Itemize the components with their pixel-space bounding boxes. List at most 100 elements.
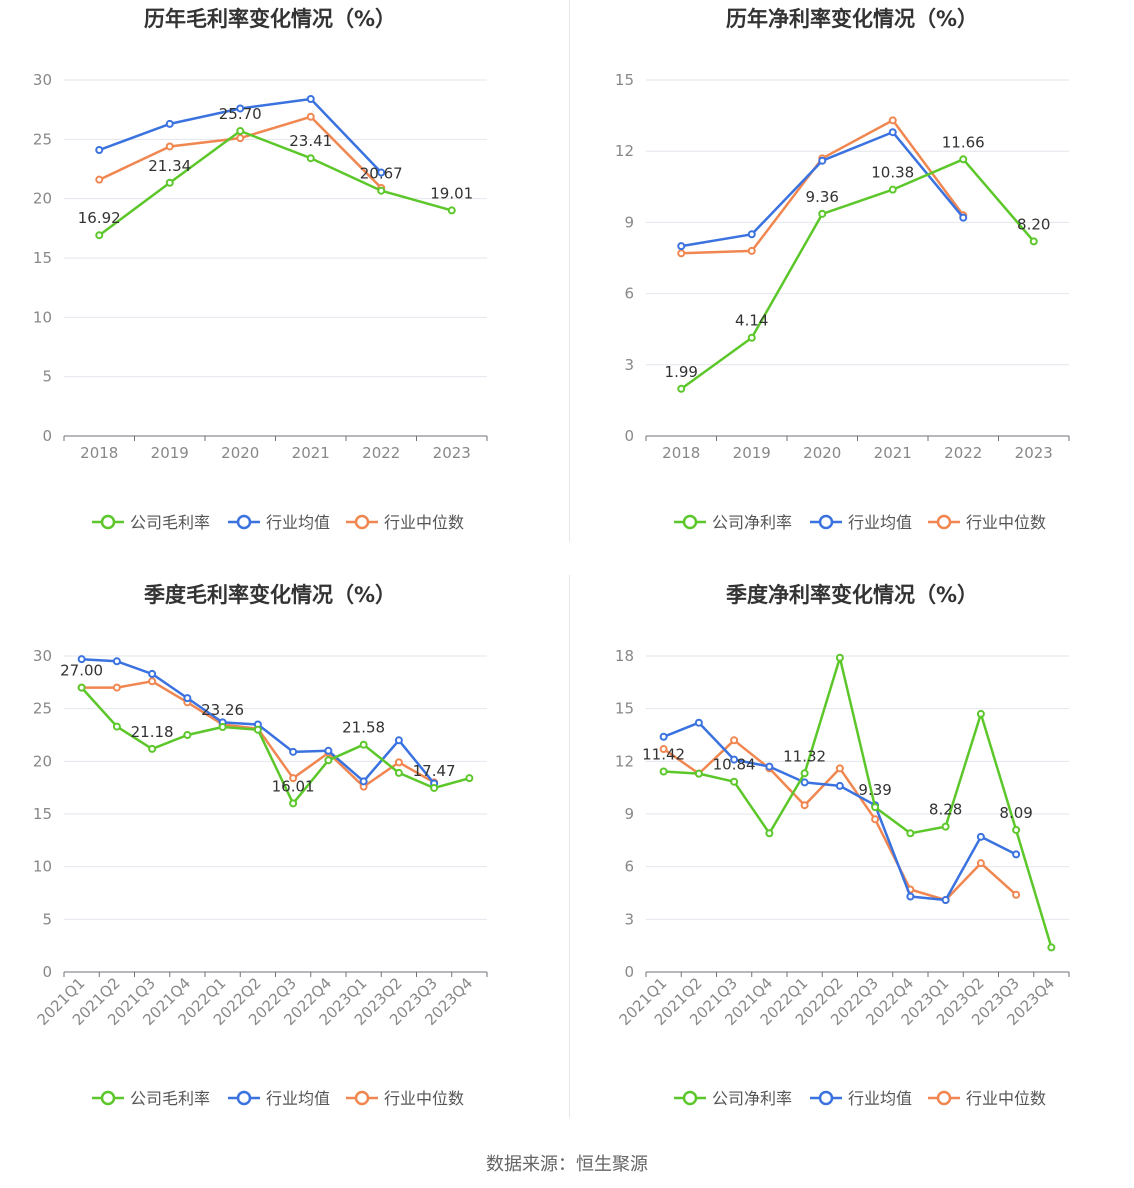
data-point	[236, 134, 245, 143]
y-tick-label: 12	[615, 752, 634, 770]
data-point	[747, 230, 756, 239]
legend-marker	[354, 1090, 370, 1106]
y-tick-label: 15	[33, 249, 52, 267]
legend-item: 公司毛利率	[92, 513, 210, 532]
y-tick-label: 15	[615, 700, 634, 718]
chart-title: 历年毛利率变化情况（%）	[144, 7, 396, 31]
legend-marker	[936, 1090, 952, 1106]
data-label: 8.20	[1017, 215, 1050, 233]
data-point	[835, 653, 844, 662]
legend-label: 行业中位数	[384, 1089, 464, 1108]
legend-label: 公司毛利率	[130, 1089, 210, 1108]
x-tick-label: 2022	[944, 444, 982, 462]
legend-marker	[818, 514, 834, 530]
data-point	[730, 755, 739, 764]
data-point	[465, 774, 474, 783]
legend-item: 行业中位数	[346, 1089, 464, 1108]
series-line	[663, 656, 1053, 948]
data-point	[394, 736, 403, 745]
data-label: 8.28	[929, 801, 962, 819]
data-point	[112, 683, 121, 692]
data-point	[306, 94, 315, 103]
data-point	[659, 745, 668, 754]
chart-quarterly-net-margin: 季度净利率变化情况（%）03691215182021Q12021Q22021Q3…	[615, 583, 1070, 1108]
panel-divider-bottom	[569, 575, 570, 1118]
data-point	[95, 231, 104, 240]
data-point	[906, 829, 915, 838]
legend-marker	[236, 1090, 252, 1106]
x-tick-label: 2019	[733, 444, 771, 462]
y-tick-label: 3	[624, 356, 634, 374]
legend-label: 行业均值	[266, 513, 330, 532]
data-label: 4.14	[735, 312, 768, 330]
x-tick-label: 2018	[662, 444, 700, 462]
chart-quarterly-gross-margin: 季度毛利率变化情况（%）0510152025302021Q12021Q22021…	[33, 583, 488, 1108]
data-point	[959, 213, 968, 222]
data-point	[976, 709, 985, 718]
y-tick-label: 3	[624, 910, 634, 928]
x-tick-label: 2021	[292, 444, 330, 462]
data-point	[888, 128, 897, 137]
legend-label: 行业均值	[848, 1089, 912, 1108]
y-tick-label: 5	[42, 910, 52, 928]
legend-marker	[682, 514, 698, 530]
data-point	[906, 892, 915, 901]
data-point	[447, 206, 456, 215]
data-point	[430, 783, 439, 792]
data-point	[888, 185, 897, 194]
y-tick-label: 18	[615, 647, 634, 665]
x-tick-label: 2020	[803, 444, 841, 462]
data-point	[165, 119, 174, 128]
data-point	[289, 774, 298, 783]
data-point	[236, 127, 245, 136]
legend-marker	[100, 1090, 116, 1106]
data-point	[253, 725, 262, 734]
legend-label: 公司净利率	[712, 1089, 792, 1108]
data-point	[289, 747, 298, 756]
data-label: 1.99	[665, 363, 698, 381]
legend-item: 行业均值	[228, 1089, 330, 1108]
y-tick-label: 15	[615, 71, 634, 89]
y-tick-label: 6	[624, 858, 634, 876]
data-point	[659, 732, 668, 741]
x-tick-label: 2023	[433, 444, 471, 462]
y-tick-label: 0	[624, 963, 634, 981]
y-tick-label: 10	[33, 308, 52, 326]
chart-annual-gross-margin: 历年毛利率变化情况（%） 0 5 10 15 20 25 30 2018 2019 2020 2021…	[33, 7, 488, 532]
y-tick-label: 0	[42, 963, 52, 981]
data-label: 23.26	[201, 701, 244, 719]
legend-label: 公司净利率	[712, 513, 792, 532]
x-tick-label: 2023	[1015, 444, 1053, 462]
data-point	[1012, 890, 1021, 899]
chart-annual-net-margin: 历年净利率变化情况（%） 0 3 6 9 12 15 2018 2019 2020 2021 2022…	[615, 7, 1070, 532]
legend-label: 行业中位数	[384, 513, 464, 532]
legend-item: 行业均值	[228, 513, 330, 532]
data-label: 20.67	[360, 165, 403, 183]
data-point	[747, 246, 756, 255]
data-label: 10.38	[871, 164, 914, 182]
data-label: 23.41	[289, 132, 332, 150]
chart-panel-annual-gross: 历年毛利率变化情况（%） 0 5 10 15 20 25 30 2018 2019 2020 2021…	[0, 0, 567, 576]
data-point	[148, 744, 157, 753]
data-point	[359, 740, 368, 749]
legend-item: 行业均值	[810, 1089, 912, 1108]
data-point	[112, 722, 121, 731]
chart-panel-quarterly-net: 季度净利率变化情况（%） 0 3 6 9 12 15 18 2021Q1 2021Q2 2021Q3…	[582, 576, 1134, 1152]
legend-marker	[936, 514, 952, 530]
data-point	[730, 736, 739, 745]
chart-panel-quarterly-gross: 季度毛利率变化情况（%） 0 5 10 15 20 25 30 2021Q1 2021Q2 2021…	[0, 576, 567, 1152]
data-point	[1029, 237, 1038, 246]
data-point	[1047, 943, 1056, 952]
data-point	[306, 154, 315, 163]
y-tick-label: 15	[33, 805, 52, 823]
legend-item: 公司净利率	[674, 513, 792, 532]
data-point	[976, 832, 985, 841]
series-line	[681, 119, 965, 255]
data-point	[95, 146, 104, 155]
y-tick-label: 20	[33, 752, 52, 770]
panel-divider-top	[569, 0, 570, 542]
data-point	[324, 746, 333, 755]
data-point	[306, 112, 315, 121]
data-point	[835, 764, 844, 773]
data-label: 17.47	[413, 762, 456, 780]
